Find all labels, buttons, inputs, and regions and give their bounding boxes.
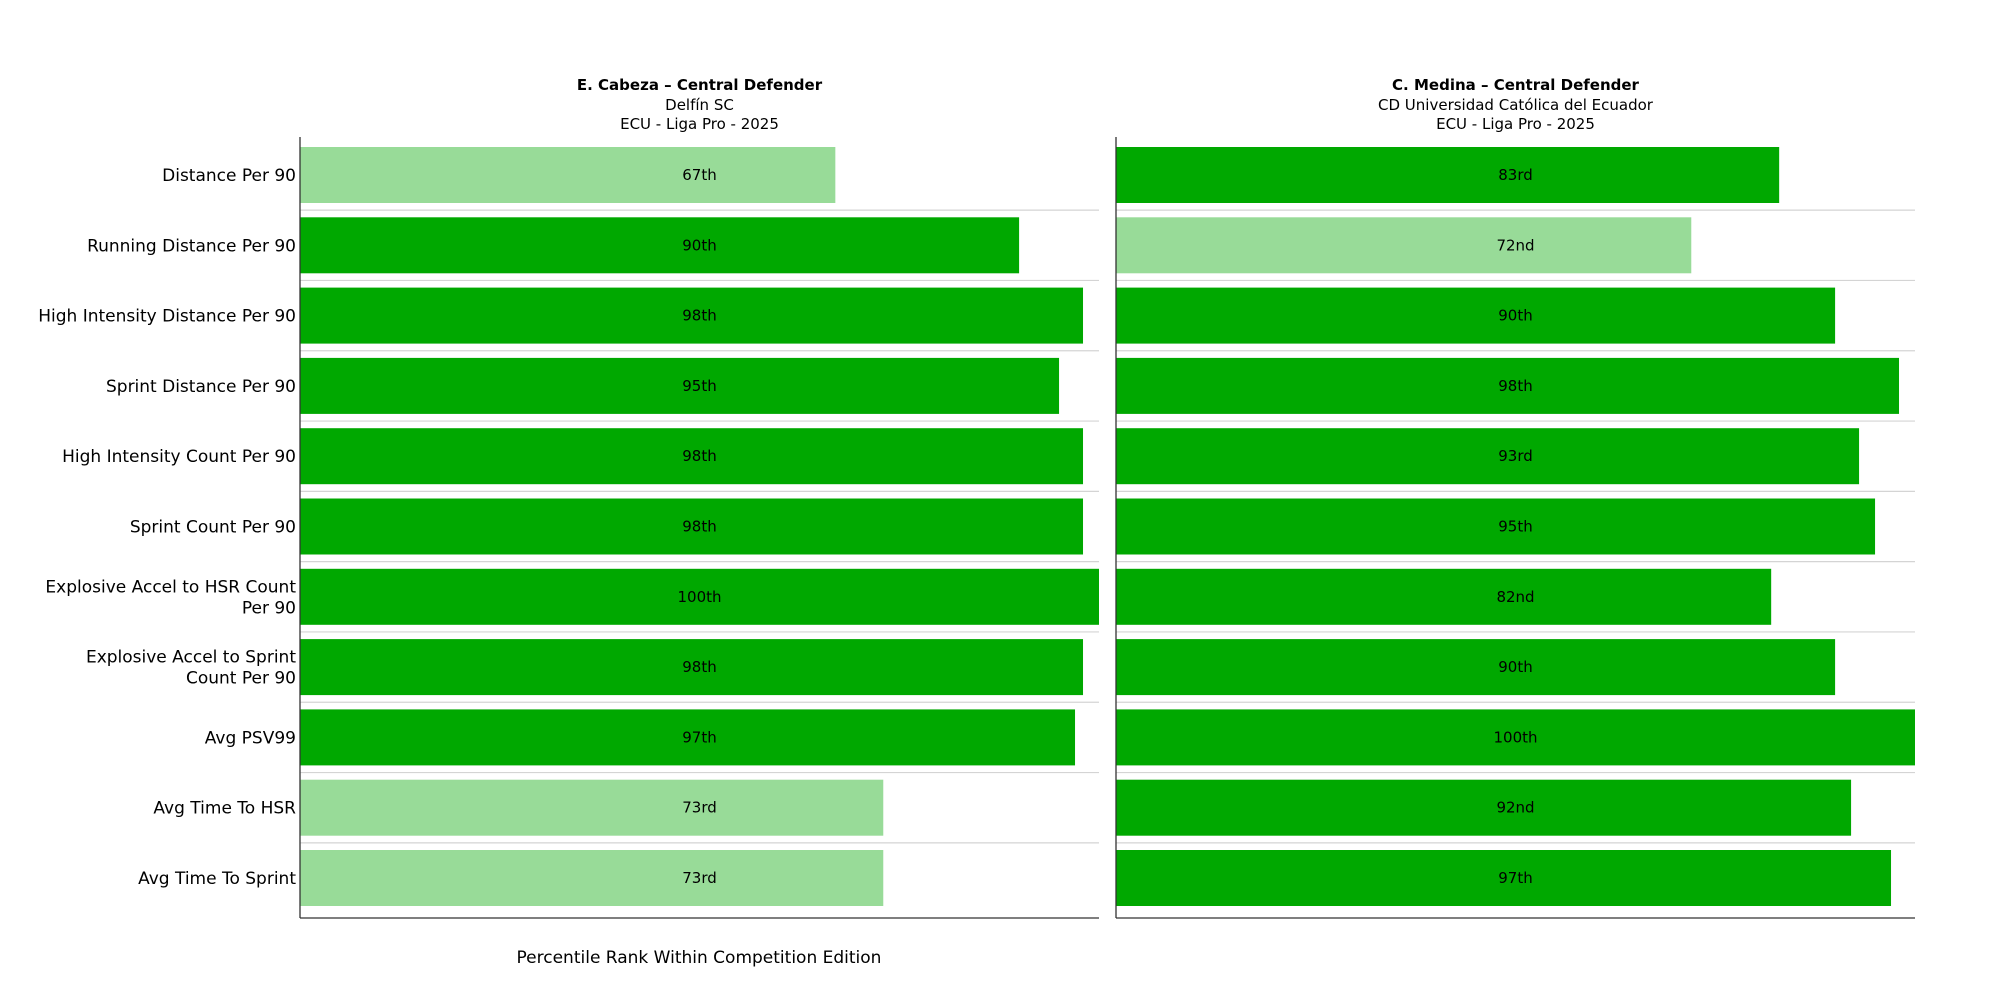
bar-value-label: 97th — [682, 728, 716, 746]
bar — [1116, 147, 1780, 203]
bar — [300, 568, 1099, 625]
category-label-line: Explosive Accel to HSR Count — [45, 577, 296, 597]
category-label-line: Sprint Count Per 90 — [130, 518, 296, 538]
category-label-line: High Intensity Count Per 90 — [62, 447, 296, 467]
bar — [300, 147, 836, 203]
category-labels: Distance Per 90 Running Distance Per 90 Hi… — [38, 166, 296, 889]
panel-subtitle: Delfín SC — [665, 96, 734, 114]
category-label: Sprint Count Per 90 — [130, 518, 296, 538]
category-label-line: Avg Time To Sprint — [138, 869, 296, 889]
category-label-line: Distance Per 90 — [162, 166, 296, 186]
bar — [1116, 357, 1900, 414]
bar — [300, 779, 884, 836]
bar — [1116, 779, 1852, 836]
category-label-line: Avg PSV99 — [205, 728, 296, 748]
category-label: Running Distance Per 90 — [87, 236, 296, 256]
bar-value-label: 95th — [682, 377, 716, 395]
bar — [300, 498, 1084, 555]
bar — [300, 850, 884, 906]
category-label: Explosive Accel to HSR Count Per 90 — [45, 577, 296, 618]
panel-subtitle: CD Universidad Católica del Ecuador — [1378, 96, 1654, 114]
bar-value-label: 100th — [677, 588, 721, 606]
bar-value-label: 83rd — [1498, 166, 1533, 184]
category-label: High Intensity Distance Per 90 — [38, 307, 296, 327]
panel-1: E. Cabeza – Central Defender Delfín SCECU… — [299, 76, 1099, 919]
category-label: Avg PSV99 — [205, 728, 296, 748]
bar-value-label: 92nd — [1496, 799, 1534, 817]
bar-value-label: 90th — [1498, 658, 1532, 676]
category-label-line: Sprint Distance Per 90 — [106, 377, 296, 397]
bar-value-label: 98th — [1498, 377, 1532, 395]
bar-value-label: 93rd — [1498, 447, 1533, 465]
bar-value-label: 73rd — [682, 799, 717, 817]
bar-value-label: 82nd — [1496, 588, 1534, 606]
bar-value-label: 95th — [1498, 518, 1532, 536]
panel-2: C. Medina – Central Defender CD Universid… — [1115, 76, 1915, 919]
category-label-line: Running Distance Per 90 — [87, 236, 296, 256]
category-label-line: Avg Time To HSR — [153, 799, 296, 819]
category-label: Distance Per 90 — [162, 166, 296, 186]
category-label: Sprint Distance Per 90 — [106, 377, 296, 397]
category-label: Explosive Accel to Sprint Count Per 90 — [86, 648, 296, 689]
category-label-line: Count Per 90 — [186, 669, 296, 689]
category-label-line: High Intensity Distance Per 90 — [38, 307, 296, 327]
bar-value-label: 67th — [682, 166, 716, 184]
bar — [1116, 498, 1876, 555]
bar-value-label: 90th — [1498, 307, 1532, 325]
bar-value-label: 98th — [682, 518, 716, 536]
panel-title: E. Cabeza – Central Defender — [577, 76, 823, 94]
bar — [1116, 639, 1836, 696]
bar-value-label: 72nd — [1496, 236, 1534, 254]
category-label-line: Per 90 — [242, 598, 296, 618]
category-label: Avg Time To Sprint — [138, 869, 296, 889]
bar-value-label: 90th — [682, 236, 716, 254]
panel-competition: ECU - Liga Pro - 2025 — [1436, 115, 1595, 133]
panel-title: C. Medina – Central Defender — [1392, 76, 1639, 94]
category-label-line: Explosive Accel to Sprint — [86, 648, 296, 668]
category-label: High Intensity Count Per 90 — [62, 447, 296, 467]
panel-competition: ECU - Liga Pro - 2025 — [620, 115, 779, 133]
category-label: Avg Time To HSR — [153, 799, 296, 819]
bar — [300, 217, 1020, 274]
bar — [1116, 217, 1692, 274]
bar — [1116, 287, 1836, 344]
bar — [1116, 428, 1860, 485]
bar — [300, 428, 1084, 485]
bar — [300, 357, 1060, 414]
bar-value-label: 73rd — [682, 869, 717, 887]
bar-value-label: 98th — [682, 447, 716, 465]
bar — [1116, 568, 1772, 625]
x-axis-label: Percentile Rank Within Competition Editi… — [517, 948, 882, 968]
bar — [300, 639, 1084, 696]
bar — [1116, 850, 1892, 906]
bar — [1116, 709, 1915, 766]
bar-value-label: 98th — [682, 658, 716, 676]
bar — [300, 709, 1076, 766]
bar-value-label: 98th — [682, 307, 716, 325]
bar-value-label: 97th — [1498, 869, 1532, 887]
bar-value-label: 100th — [1493, 728, 1537, 746]
bar — [300, 287, 1084, 344]
